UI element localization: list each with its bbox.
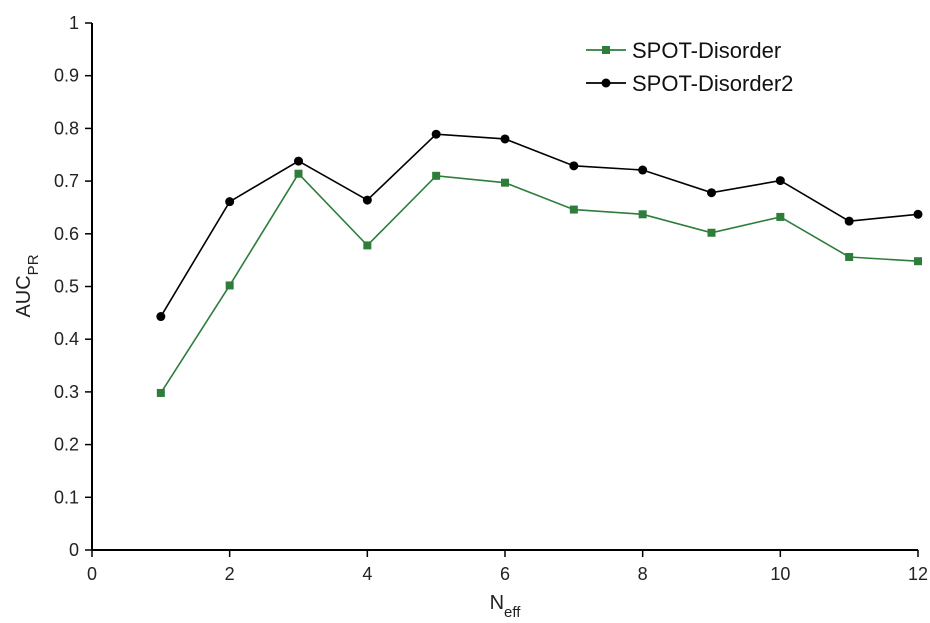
data-point [156,388,165,397]
legend-marker [601,78,611,88]
y-tick-label: 0.1 [54,487,79,507]
data-point [225,197,235,207]
data-point [156,312,166,322]
series-line [160,172,919,394]
y-tick-label: 0.5 [54,277,79,297]
y-axis-title: AUCPR [13,254,42,317]
data-point [707,228,716,237]
legend: SPOT-Disorder SPOT-Disorder2 [586,38,793,96]
data-point [362,195,372,205]
x-tick-label: 6 [500,564,510,584]
y-tick-label: 0.3 [54,382,79,402]
x-tick-label: 12 [908,564,928,584]
x-tick-label: 8 [638,564,648,584]
data-point [913,209,923,219]
data-point [707,188,716,198]
data-point [775,176,785,186]
legend-label: SPOT-Disorder2 [632,71,793,96]
data-point [432,171,441,180]
data-point [294,156,303,166]
data-point [294,169,303,178]
data-point [500,134,510,144]
legend-label: SPOT-Disorder [632,38,781,63]
y-tick-label: 0.4 [54,329,79,349]
x-tick-label: 0 [87,564,97,584]
data-point [845,252,854,261]
axes [91,23,918,551]
data-point [914,257,922,266]
data-point [638,165,648,175]
y-tick-label: 1 [69,13,79,33]
y-tick-label: 0.6 [54,224,79,244]
data-point [363,241,372,250]
x-tick-label: 10 [770,564,790,584]
data-point [569,161,579,171]
legend-marker [602,46,610,54]
x-axis-title-main: N [490,592,504,614]
data-point [501,178,509,187]
data-point [431,129,441,139]
data-point [844,216,854,226]
x-axis-title: Neff [490,592,522,621]
series-layer [156,129,923,397]
y-tick-label: 0 [69,540,79,560]
ticks: 0 2 4 6 8 10 12 0 0.1 0.2 0.3 0.4 0.5 0.6 0.7 0.8 0.9 1 [54,13,928,584]
y-tick-label: 0.8 [54,118,79,138]
data-point [638,210,647,219]
x-tick-label: 4 [362,564,372,584]
y-tick-label: 0.2 [54,435,79,455]
y-tick-label: 0.7 [54,171,79,191]
legend-item: SPOT-Disorder2 [586,71,793,96]
series-2 [156,129,923,322]
series-1 [156,169,922,397]
data-point [225,281,234,290]
y-axis-title-main: AUC [13,275,35,317]
x-axis-title-sub: eff [504,604,521,621]
y-tick-label: 0.9 [54,66,79,86]
x-tick-label: 2 [225,564,235,584]
series-line [160,133,919,317]
y-axis-title-sub: PR [25,254,42,275]
data-point [776,212,785,221]
legend-item: SPOT-Disorder [586,38,781,63]
data-point [569,205,578,214]
